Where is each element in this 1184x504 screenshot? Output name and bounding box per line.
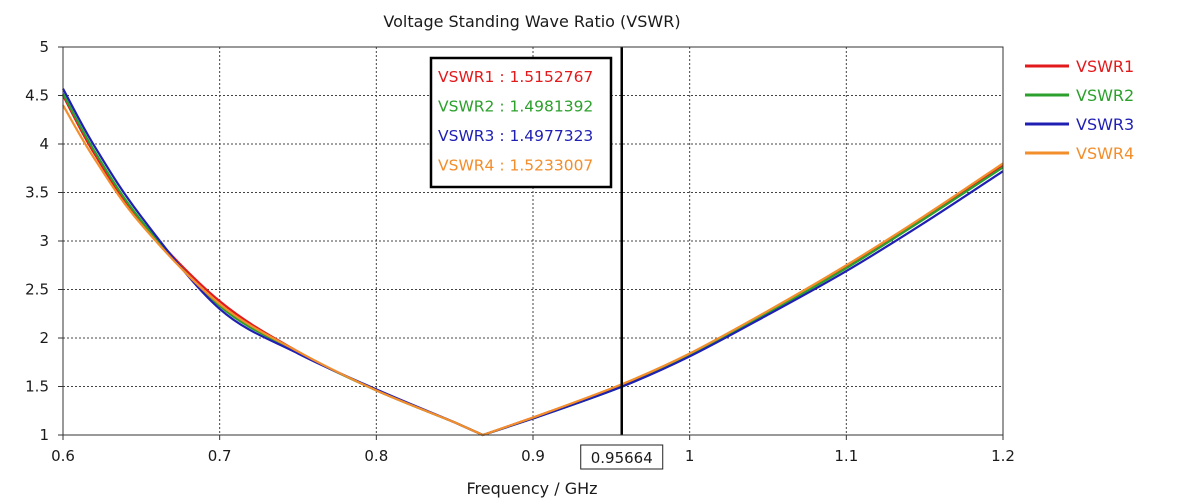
- x-tick-label: 1.2: [991, 447, 1015, 465]
- legend-label-vswr4: VSWR4: [1076, 144, 1134, 163]
- readout-vswr2: VSWR2 : 1.4981392: [438, 98, 593, 116]
- marker-value-box: [580, 444, 664, 470]
- x-axis-label: Frequency / GHz: [466, 479, 597, 498]
- axes: 0.6 0.7 0.8 0.9 1 1.1 1.2 1 1.5 2 2.5 3 3.5 4 4.5 5: [25, 38, 1015, 465]
- y-tick-label: 2.5: [25, 281, 49, 299]
- readout-vswr1: VSWR1 : 1.5152767: [438, 68, 593, 86]
- marker-value-label: 0.95664: [591, 449, 653, 467]
- legend: VSWR1 VSWR2 VSWR3 VSWR4: [1025, 57, 1134, 163]
- x-tick-label: 1: [685, 447, 695, 465]
- readout-box-frame: [429, 56, 613, 189]
- legend-label-vswr3: VSWR3: [1076, 115, 1134, 134]
- x-tick-label: 0.8: [364, 447, 388, 465]
- y-tick-label: 2: [39, 329, 49, 347]
- x-tick-label: 0.7: [208, 447, 232, 465]
- chart-title: Voltage Standing Wave Ratio (VSWR): [383, 12, 680, 31]
- legend-label-vswr1: VSWR1: [1076, 57, 1134, 76]
- marker[interactable]: 0.95664: [580, 47, 664, 470]
- y-tick-label: 5: [39, 38, 49, 56]
- y-tick-label: 4: [39, 135, 49, 153]
- marker-readout-box: VSWR1 : 1.5152767 VSWR2 : 1.4981392 VSWR3 …: [429, 56, 613, 189]
- x-tick-label: 0.9: [521, 447, 545, 465]
- y-tick-label: 3: [39, 232, 49, 250]
- y-tick-label: 3.5: [25, 184, 49, 202]
- legend-label-vswr2: VSWR2: [1076, 86, 1134, 105]
- readout-vswr3: VSWR3 : 1.4977323: [438, 127, 593, 145]
- x-tick-label: 0.6: [51, 447, 75, 465]
- x-tick-label: 1.1: [834, 447, 858, 465]
- readout-vswr4: VSWR4 : 1.5233007: [438, 157, 593, 175]
- y-tick-label: 1: [39, 426, 49, 444]
- y-tick-label: 1.5: [25, 378, 49, 396]
- y-tick-label: 4.5: [25, 87, 49, 105]
